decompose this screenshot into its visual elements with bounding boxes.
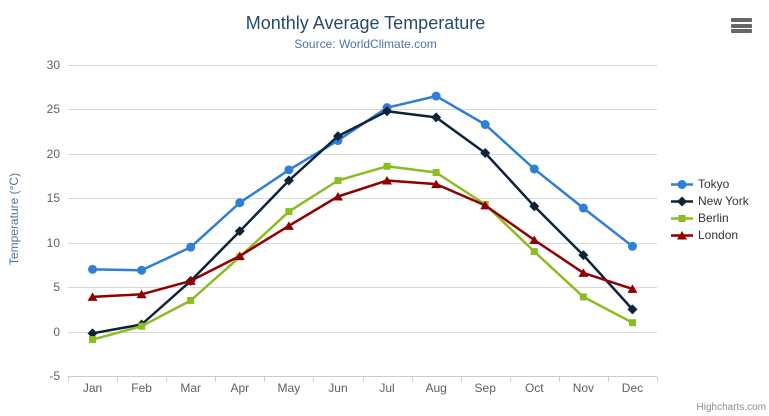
- marker-triangle[interactable]: [136, 289, 147, 299]
- y-axis-title: Temperature (°C): [7, 172, 21, 266]
- y-axis-label: 20: [47, 147, 61, 161]
- marker-diamond[interactable]: [529, 201, 540, 212]
- legend-item-new-york[interactable]: New York: [671, 193, 749, 209]
- marker-circle[interactable]: [186, 242, 196, 252]
- marker-square: [678, 214, 686, 222]
- marker-diamond[interactable]: [382, 106, 393, 117]
- hamburger-icon: [731, 29, 752, 33]
- marker-triangle[interactable]: [332, 192, 343, 201]
- marker-circle[interactable]: [578, 203, 588, 213]
- y-axis-label: -5: [49, 369, 60, 383]
- marker-triangle[interactable]: [480, 200, 491, 210]
- x-axis-label: May: [278, 381, 301, 395]
- x-axis-label: Jun: [328, 381, 347, 395]
- chart-subtitle: Source: WorldClimate.com: [294, 37, 437, 51]
- marker-diamond[interactable]: [578, 250, 589, 261]
- marker-circle[interactable]: [88, 264, 98, 274]
- y-axis-label: 30: [47, 58, 61, 72]
- y-axis-label: 15: [47, 191, 61, 205]
- marker-square[interactable]: [334, 177, 342, 185]
- y-axis-label: 5: [53, 280, 60, 294]
- marker-triangle[interactable]: [627, 284, 638, 293]
- marker-diamond[interactable]: [480, 147, 491, 158]
- y-axis-label: 10: [47, 236, 61, 250]
- x-axis-label: Nov: [573, 381, 594, 395]
- marker-square[interactable]: [383, 162, 391, 170]
- highcharts-credits-link[interactable]: Highcharts.com: [696, 402, 766, 413]
- marker-circle: [677, 179, 687, 189]
- chart-title: Monthly Average Temperature: [245, 13, 486, 33]
- legend-marker-square-icon: [671, 214, 693, 222]
- y-axis-label: 25: [47, 102, 61, 116]
- marker-circle[interactable]: [431, 91, 441, 101]
- x-axis-label: Oct: [525, 381, 544, 395]
- series-line-berlin: [91, 165, 634, 341]
- legend-item-tokyo[interactable]: Tokyo: [671, 176, 749, 192]
- y-axis-label: 0: [53, 325, 60, 339]
- hamburger-icon: [731, 23, 752, 28]
- legend-label: London: [698, 228, 739, 242]
- hamburger-icon: [731, 18, 752, 22]
- x-axis-label: Mar: [180, 381, 201, 395]
- marker-square[interactable]: [530, 248, 538, 256]
- marker-triangle: [677, 230, 687, 239]
- x-axis-label: Aug: [425, 381, 446, 395]
- marker-triangle[interactable]: [529, 235, 540, 245]
- x-axis-label: Feb: [131, 381, 152, 395]
- marker-circle[interactable]: [480, 120, 490, 130]
- marker-diamond[interactable]: [283, 175, 294, 186]
- legend-marker-circle-icon: [671, 179, 693, 189]
- marker-diamond[interactable]: [332, 131, 343, 142]
- x-axis-label: Jan: [83, 381, 102, 395]
- legend-label: New York: [698, 194, 749, 208]
- x-axis-label: Apr: [230, 381, 249, 395]
- series-line-london: [91, 179, 634, 299]
- marker-square[interactable]: [89, 336, 97, 344]
- marker-diamond[interactable]: [234, 226, 245, 237]
- legend-label: Tokyo: [698, 177, 730, 191]
- x-axis-label: Dec: [622, 381, 643, 395]
- marker-diamond: [677, 196, 687, 206]
- x-axis-label: Jul: [379, 381, 394, 395]
- legend-item-london[interactable]: London: [671, 227, 749, 243]
- marker-triangle[interactable]: [431, 179, 442, 189]
- marker-triangle[interactable]: [87, 292, 98, 301]
- marker-triangle[interactable]: [283, 221, 294, 230]
- series-new-york: [87, 106, 638, 339]
- marker-circle[interactable]: [627, 241, 637, 251]
- marker-circle[interactable]: [284, 165, 294, 175]
- marker-circle[interactable]: [235, 198, 245, 208]
- marker-circle[interactable]: [529, 164, 539, 174]
- marker-square[interactable]: [138, 322, 146, 330]
- marker-diamond[interactable]: [431, 112, 442, 123]
- marker-square[interactable]: [285, 208, 293, 216]
- series-tokyo: [88, 91, 637, 275]
- marker-triangle[interactable]: [234, 251, 245, 261]
- marker-square[interactable]: [187, 296, 195, 304]
- marker-triangle[interactable]: [382, 176, 393, 185]
- marker-triangle[interactable]: [185, 276, 196, 285]
- legend-label: Berlin: [698, 211, 729, 225]
- series-london: [87, 176, 638, 301]
- marker-circle[interactable]: [137, 265, 147, 275]
- marker-diamond[interactable]: [627, 304, 638, 315]
- marker-square[interactable]: [628, 319, 636, 327]
- legend-marker-triangle-icon: [671, 230, 693, 239]
- marker-diamond[interactable]: [87, 328, 98, 339]
- series-line-tokyo: [91, 94, 634, 272]
- export-menu-button[interactable]: [731, 18, 753, 35]
- marker-square[interactable]: [579, 293, 587, 301]
- legend-marker-diamond-icon: [671, 196, 693, 206]
- marker-square[interactable]: [432, 169, 440, 177]
- x-axis-label: Sep: [475, 381, 497, 395]
- marker-triangle[interactable]: [578, 268, 589, 277]
- legend: Tokyo New York Berlin London: [671, 176, 749, 243]
- series-line-new-york: [91, 109, 634, 335]
- legend-item-berlin[interactable]: Berlin: [671, 210, 749, 226]
